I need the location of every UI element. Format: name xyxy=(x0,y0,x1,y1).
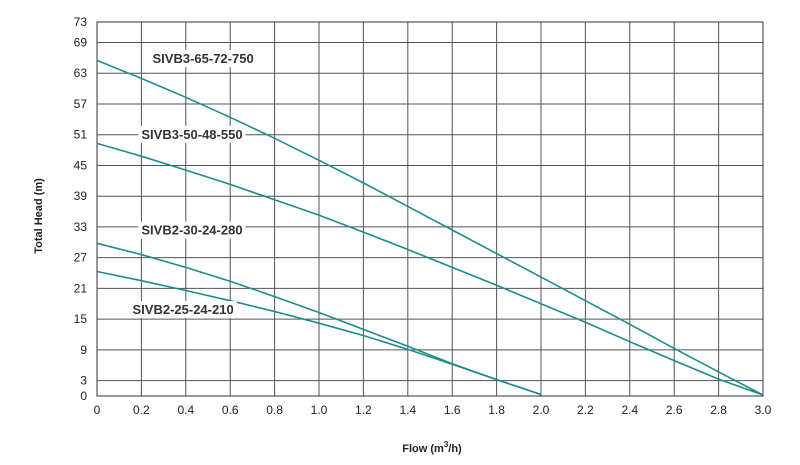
x-tick-label: 0.4 xyxy=(177,403,194,417)
series-line-1 xyxy=(96,59,764,396)
y-tick-label: 0 xyxy=(80,389,87,403)
series-labels: SIVB3-65-72-750 SIVB3-50-48-550 SIVB2-30-2… xyxy=(129,49,257,319)
x-tick-label: 2.2 xyxy=(577,403,594,417)
y-tick-label: 69 xyxy=(74,35,88,49)
x-tick-label: 0.6 xyxy=(222,403,239,417)
y-tick-label: 33 xyxy=(74,220,88,234)
y-tick-label: 51 xyxy=(74,128,88,142)
series-line-2 xyxy=(96,142,764,396)
x-tick-label: 0 xyxy=(94,403,101,417)
series-label-background xyxy=(138,125,246,143)
tick-labels: 0 0.2 0.4 0.6 0.8 1.0 1.2 1.4 1.6 1.8 2.0 2.2 2.4 2.6… xyxy=(74,15,772,417)
x-tick-label: 1.0 xyxy=(311,403,328,417)
grid xyxy=(96,21,764,397)
y-axis-label: Total Head (m) xyxy=(33,178,45,254)
x-tick-label: 0.8 xyxy=(266,403,283,417)
y-tick-label: 57 xyxy=(74,97,88,111)
x-tick-label: 2.4 xyxy=(621,403,638,417)
y-tick-label: 9 xyxy=(80,343,87,357)
series-label: SIVB3-65-72-750 xyxy=(153,51,254,66)
x-tick-label: 1.4 xyxy=(399,403,416,417)
x-tick-label: 3.0 xyxy=(755,403,772,417)
x-tick-label: 2.6 xyxy=(666,403,683,417)
series-line-4 xyxy=(96,270,542,396)
x-tick-label: 2.8 xyxy=(710,403,727,417)
series-label-background xyxy=(149,49,257,67)
x-tick-label: 2.0 xyxy=(533,403,550,417)
y-tick-label: 63 xyxy=(74,66,88,80)
series-label-background xyxy=(129,301,237,319)
plot-frame xyxy=(96,21,764,397)
series-label: SIVB2-30-24-280 xyxy=(141,223,242,238)
y-tick-label: 21 xyxy=(74,281,88,295)
x-tick-label: 1.6 xyxy=(444,403,461,417)
y-tick-label: 45 xyxy=(74,158,88,172)
x-axis-label-suffix: /h) xyxy=(448,443,462,455)
y-tick-label: 39 xyxy=(74,189,88,203)
y-tick-label: 73 xyxy=(74,15,88,29)
x-tick-label: 0.2 xyxy=(133,403,150,417)
y-tick-label: 3 xyxy=(80,374,87,388)
series-label: SIVB2-25-24-210 xyxy=(133,302,234,317)
x-tick-label: 1.8 xyxy=(488,403,505,417)
y-tick-label: 27 xyxy=(74,251,88,265)
curves xyxy=(96,59,764,396)
series-label-background xyxy=(138,221,246,239)
x-axis-label-text: Flow (m xyxy=(402,443,444,455)
y-tick-label: 15 xyxy=(74,312,88,326)
x-axis-label-superscript: 3 xyxy=(444,440,449,449)
x-axis-label: Flow (m3/h) xyxy=(402,440,462,455)
series-label: SIVB3-50-48-550 xyxy=(141,127,242,142)
x-tick-label: 1.2 xyxy=(355,403,372,417)
